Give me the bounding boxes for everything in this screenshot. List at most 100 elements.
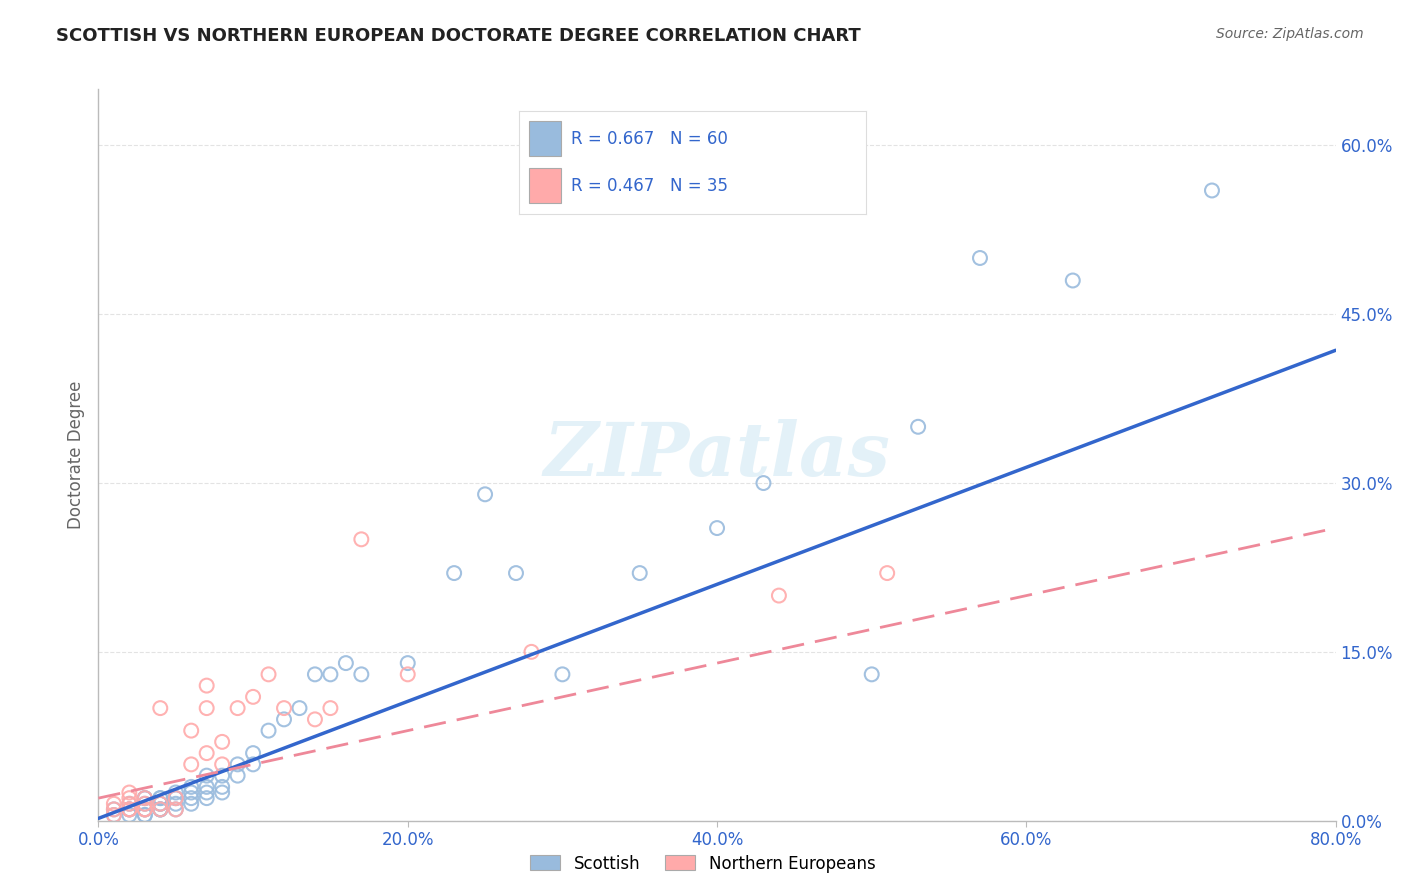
Point (118, 797, 141, 811)
Point (195, 791, 218, 805)
Point (907, 419, 929, 434)
Point (520, 645, 543, 659)
Point (103, 808, 125, 822)
Point (211, 769, 233, 783)
Point (165, 802, 187, 816)
Text: Source: ZipAtlas.com: Source: ZipAtlas.com (1216, 27, 1364, 41)
Point (628, 566, 651, 580)
Point (474, 487, 496, 501)
Point (273, 712, 295, 726)
Point (149, 797, 172, 811)
Point (134, 797, 156, 811)
Point (149, 791, 172, 805)
Point (149, 797, 172, 811)
Point (103, 797, 125, 811)
Point (226, 701, 249, 715)
Point (134, 802, 156, 816)
Point (211, 780, 233, 794)
Point (165, 791, 187, 805)
Point (768, 589, 790, 603)
Text: ZIPatlas: ZIPatlas (544, 418, 890, 491)
Point (165, 797, 187, 811)
Point (165, 785, 187, 799)
Point (134, 797, 156, 811)
Point (149, 701, 172, 715)
Point (288, 701, 311, 715)
Point (443, 566, 465, 580)
Point (149, 802, 172, 816)
Point (706, 521, 728, 535)
Point (165, 791, 187, 805)
Point (103, 802, 125, 816)
Point (211, 785, 233, 799)
Legend: Scottish, Northern Europeans: Scottish, Northern Europeans (524, 848, 882, 880)
Point (257, 723, 280, 738)
Point (226, 769, 249, 783)
Point (134, 791, 156, 805)
Point (195, 701, 218, 715)
Point (350, 667, 373, 681)
Point (551, 667, 574, 681)
Point (149, 802, 172, 816)
Point (273, 701, 295, 715)
Point (118, 791, 141, 805)
Point (195, 679, 218, 693)
Point (149, 791, 172, 805)
Point (211, 757, 233, 772)
Point (118, 802, 141, 816)
Point (195, 769, 218, 783)
Point (969, 251, 991, 265)
Point (134, 802, 156, 816)
Point (149, 802, 172, 816)
Point (211, 735, 233, 749)
Point (304, 667, 326, 681)
Point (180, 791, 202, 805)
Point (242, 690, 264, 704)
Point (103, 808, 125, 822)
Point (1062, 273, 1084, 287)
Point (319, 667, 342, 681)
Point (226, 757, 249, 772)
Point (752, 476, 775, 491)
Point (180, 797, 202, 811)
Point (134, 791, 156, 805)
Point (180, 785, 202, 799)
Point (242, 757, 264, 772)
Point (319, 701, 342, 715)
Point (134, 802, 156, 816)
Point (118, 785, 141, 799)
Point (505, 566, 527, 580)
Point (165, 791, 187, 805)
Point (335, 656, 357, 670)
Point (242, 746, 264, 760)
Point (118, 808, 141, 822)
Point (180, 757, 202, 772)
Point (149, 797, 172, 811)
Point (180, 780, 202, 794)
Point (134, 808, 156, 822)
Point (195, 746, 218, 760)
Point (304, 712, 326, 726)
Point (149, 802, 172, 816)
Point (195, 780, 218, 794)
Point (180, 723, 202, 738)
Point (165, 802, 187, 816)
Text: SCOTTISH VS NORTHERN EUROPEAN DOCTORATE DEGREE CORRELATION CHART: SCOTTISH VS NORTHERN EUROPEAN DOCTORATE … (56, 27, 860, 45)
Point (195, 785, 218, 799)
Point (396, 656, 419, 670)
Point (876, 566, 898, 580)
Point (103, 802, 125, 816)
Y-axis label: Doctorate Degree: Doctorate Degree (67, 381, 86, 529)
Point (134, 808, 156, 822)
Point (118, 797, 141, 811)
Point (118, 802, 141, 816)
Point (118, 802, 141, 816)
Point (134, 802, 156, 816)
Point (134, 791, 156, 805)
Point (860, 667, 883, 681)
Point (257, 667, 280, 681)
Point (396, 667, 419, 681)
Point (118, 802, 141, 816)
Point (1201, 184, 1223, 198)
Point (350, 533, 373, 547)
